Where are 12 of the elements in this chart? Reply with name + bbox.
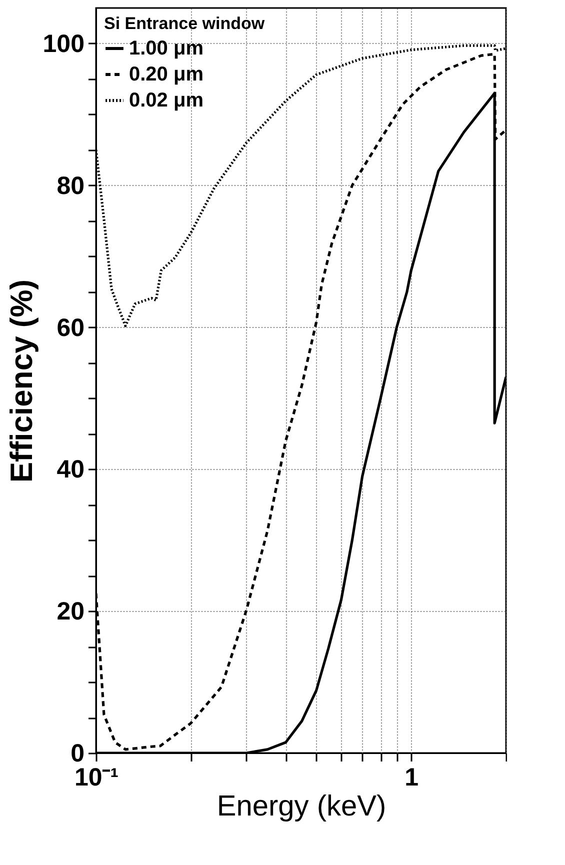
y-tick-label: 80: [56, 172, 84, 200]
legend-label: 0.02 μm: [129, 90, 204, 112]
y-tick-label: 20: [56, 598, 84, 626]
legend-label: 1.00 μm: [129, 38, 204, 60]
y-axis-title: Efficiency (%): [4, 279, 39, 483]
legend-label: 0.20 μm: [129, 64, 204, 86]
y-tick-label: 100: [42, 30, 84, 58]
x-tick-label: 1: [404, 764, 419, 792]
y-tick-label: 40: [56, 456, 84, 484]
x-axis-title: Energy (keV): [216, 790, 386, 822]
y-tick-label: 60: [56, 314, 84, 342]
legend-title: Si Entrance window: [104, 14, 266, 33]
